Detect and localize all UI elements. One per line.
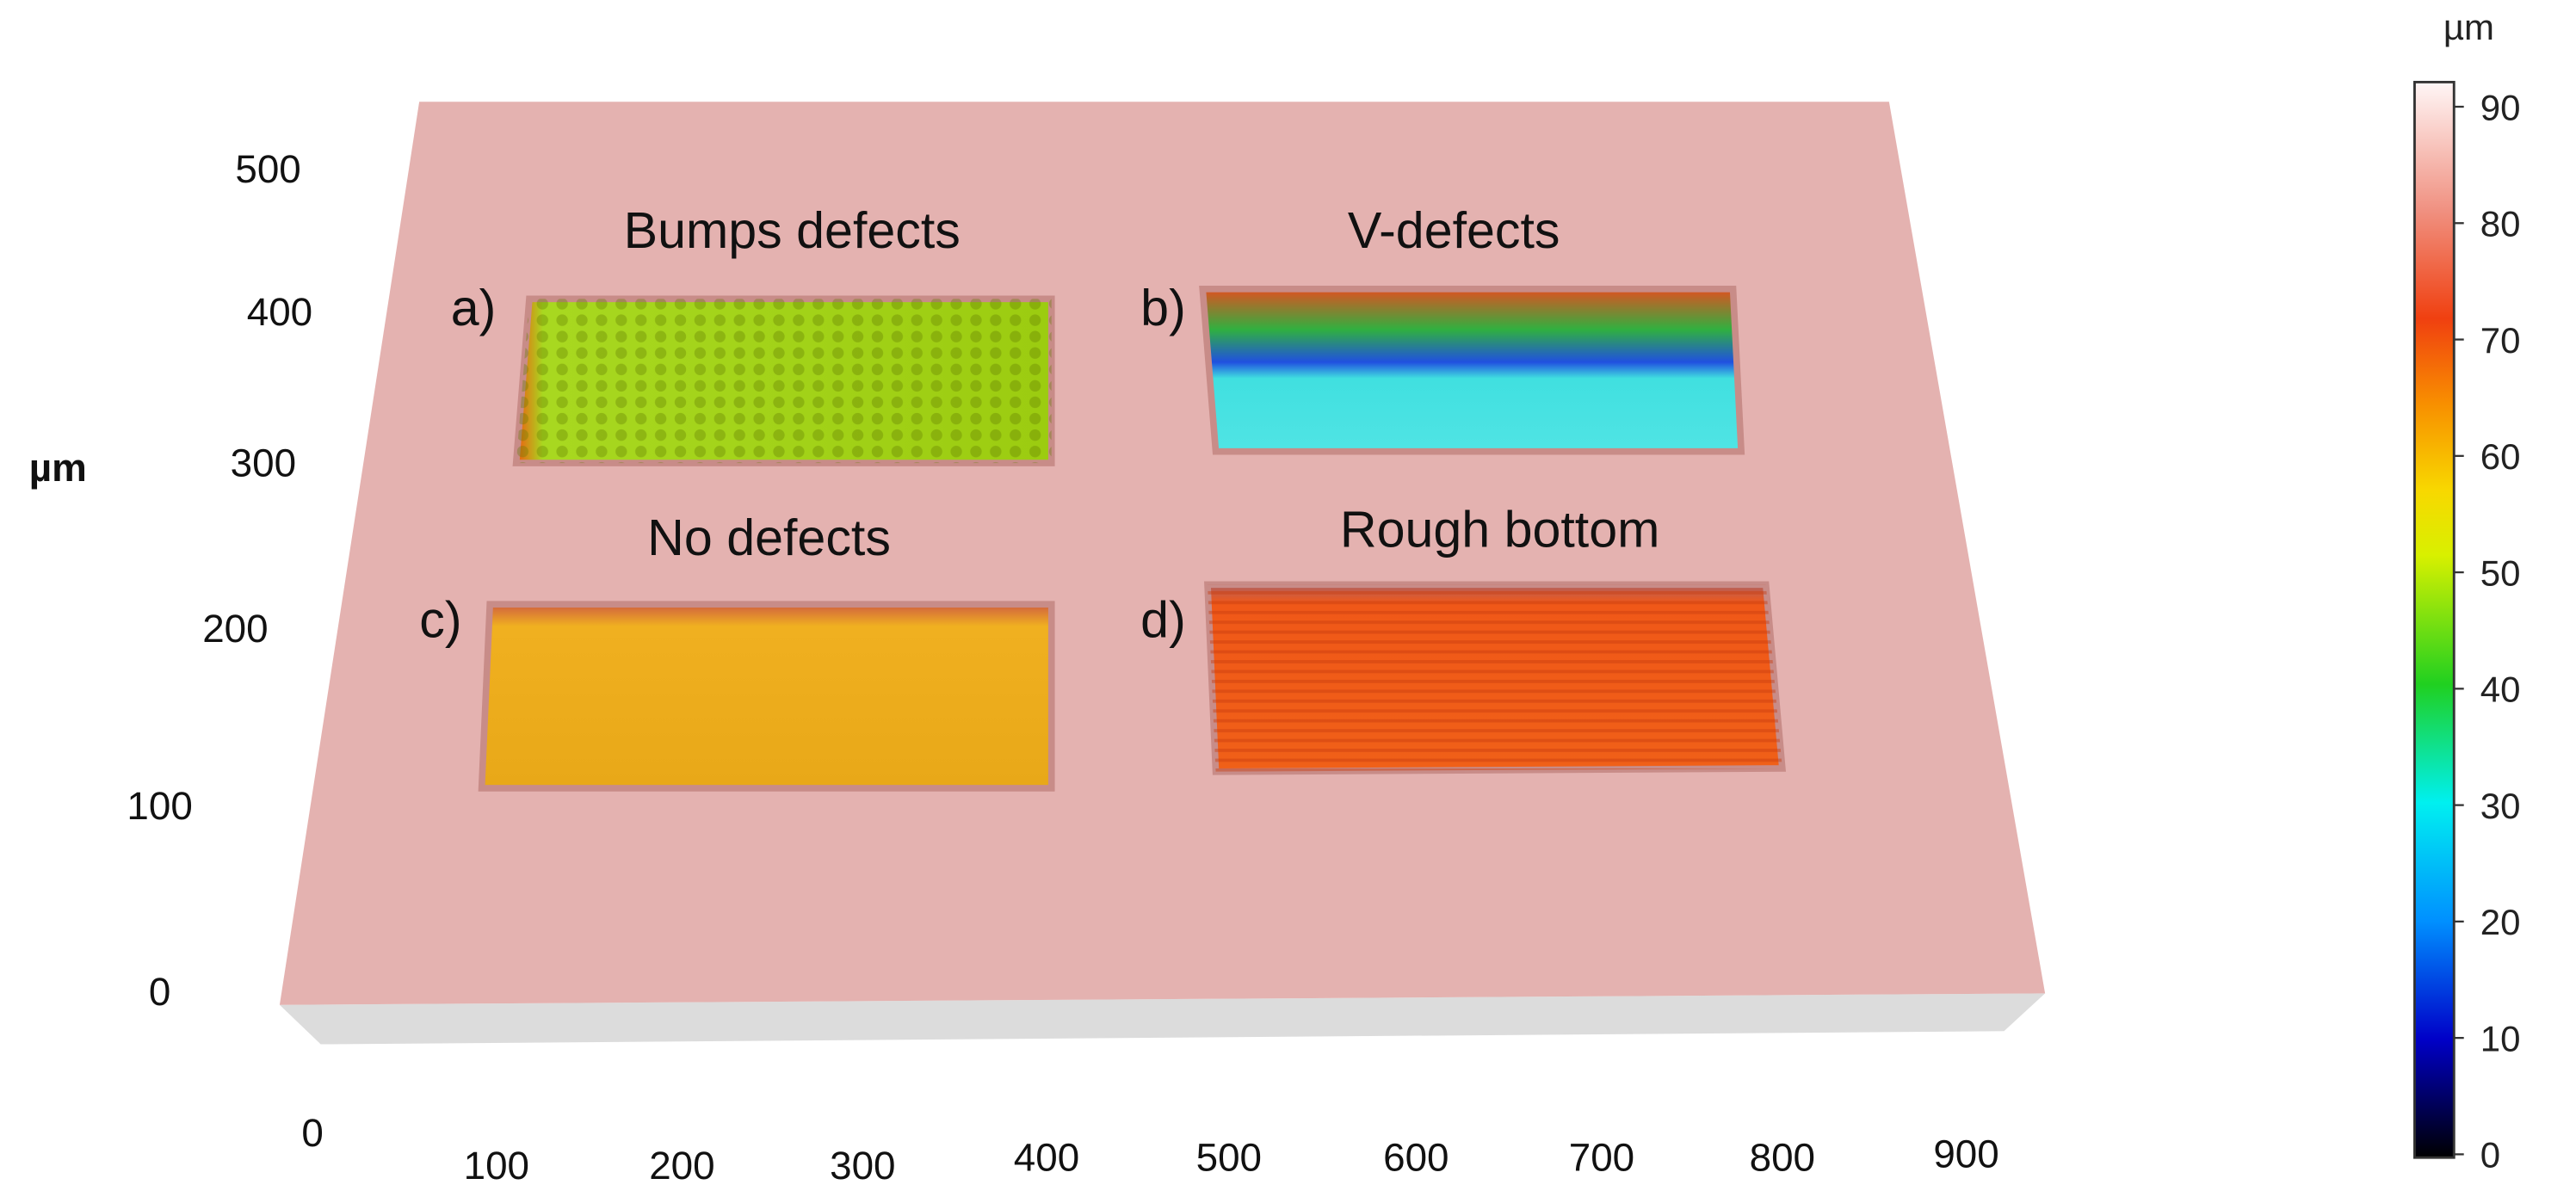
x-tick-label: 500 <box>1196 1135 1262 1179</box>
pocket-letter: c) <box>419 590 461 648</box>
x-tick-label: 300 <box>830 1144 895 1188</box>
pocket-letter: d) <box>1140 590 1186 648</box>
x-tick-label: 600 <box>1383 1135 1449 1179</box>
colorbar-tick-label: 0 <box>2480 1135 2500 1175</box>
colorbar-tick-label: 70 <box>2480 320 2521 361</box>
pocket-letter: b) <box>1140 279 1186 336</box>
x-tick-label: 700 <box>1569 1135 1634 1179</box>
colorbar-tick-label: 30 <box>2480 786 2521 826</box>
x-tick-label: 800 <box>1750 1135 1815 1179</box>
colorbar-tick-label: 80 <box>2480 204 2521 244</box>
y-tick-label: 500 <box>235 147 300 191</box>
slab-side <box>279 993 2046 1045</box>
pocket-title: Rough bottom <box>1340 500 1660 558</box>
colorbar-tick-label: 10 <box>2480 1018 2521 1058</box>
colorbar-tick-label: 20 <box>2480 902 2521 942</box>
x-tick-label: 0 <box>301 1111 323 1155</box>
x-tick-label: 100 <box>464 1144 529 1188</box>
colorbar-unit: µm <box>2443 7 2494 47</box>
y-tick-label: 200 <box>202 607 268 651</box>
pocket-title: Bumps defects <box>624 201 961 259</box>
slab-top <box>279 102 2046 1005</box>
colorbar-tick-label: 40 <box>2480 669 2521 710</box>
colorbar <box>2413 80 2456 1159</box>
colorbar-tick-label: 60 <box>2480 436 2521 477</box>
pocket-title: V-defects <box>1348 201 1560 259</box>
pocket-a-texture <box>516 299 1052 464</box>
pocket-c <box>478 601 1055 792</box>
colorbar-tick-label: 90 <box>2480 87 2521 127</box>
y-tick-label: 400 <box>247 290 312 334</box>
y-tick-label: 0 <box>149 970 170 1014</box>
y-axis-unit: µm <box>29 446 87 490</box>
pocket-b <box>1199 286 1745 455</box>
x-tick-label: 900 <box>1933 1132 1998 1176</box>
y-tick-label: 300 <box>231 441 296 484</box>
colorbar-tick-label: 50 <box>2480 552 2521 593</box>
x-tick-label: 200 <box>649 1144 714 1188</box>
x-tick-label: 400 <box>1014 1135 1079 1179</box>
pocket-title: No defects <box>647 509 891 566</box>
pocket-d-texture <box>1208 584 1782 772</box>
y-tick-label: 100 <box>127 784 192 828</box>
pocket-letter: a) <box>451 279 497 336</box>
